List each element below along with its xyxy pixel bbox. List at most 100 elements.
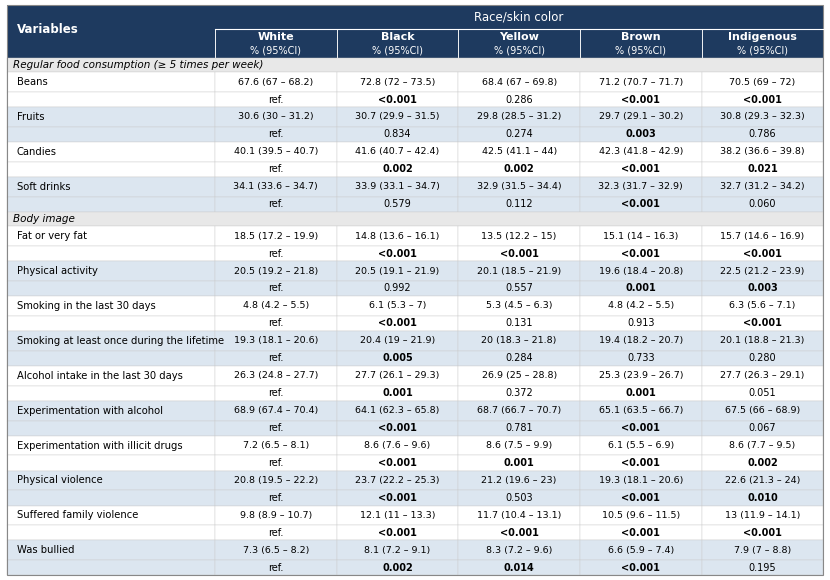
Bar [701,560,823,575]
Bar [701,197,823,212]
Bar [580,177,701,197]
Text: <0.001: <0.001 [378,318,417,328]
Bar [458,226,580,246]
Bar [337,197,458,212]
Text: <0.001: <0.001 [622,493,660,503]
Bar [580,197,701,212]
Text: <0.001: <0.001 [378,528,417,538]
Bar [458,506,580,525]
Text: 0.195: 0.195 [749,563,776,573]
Bar [701,72,823,92]
Bar [701,92,823,107]
Text: <0.001: <0.001 [622,200,660,209]
Bar [580,72,701,92]
Text: 20.4 (19 – 21.9): 20.4 (19 – 21.9) [360,336,435,345]
Bar [701,127,823,142]
Text: 68.9 (67.4 – 70.4): 68.9 (67.4 – 70.4) [233,406,318,415]
Bar [7,420,215,436]
Bar [580,316,701,331]
Bar [7,525,215,541]
Text: <0.001: <0.001 [500,528,539,538]
Bar [458,296,580,316]
Text: 0.010: 0.010 [747,493,778,503]
Text: <0.001: <0.001 [378,95,417,104]
Bar [337,401,458,420]
Bar [458,455,580,470]
Text: 0.786: 0.786 [749,129,776,139]
Bar [7,5,215,58]
Bar [580,142,701,162]
Bar [215,455,337,470]
Text: ref.: ref. [268,164,283,175]
Bar [215,366,337,386]
Bar [458,177,580,197]
Text: 0.021: 0.021 [747,164,778,175]
Bar [7,127,215,142]
Text: <0.001: <0.001 [743,318,782,328]
Text: 72.8 (72 – 73.5): 72.8 (72 – 73.5) [359,78,435,86]
Text: 29.7 (29.1 – 30.2): 29.7 (29.1 – 30.2) [598,113,683,121]
Text: Regular food consumption (≥ 5 times per week): Regular food consumption (≥ 5 times per … [13,60,264,70]
Text: 19.4 (18.2 – 20.7): 19.4 (18.2 – 20.7) [598,336,683,345]
Text: Race/skin color: Race/skin color [475,10,564,23]
Bar [580,107,701,127]
Bar [215,226,337,246]
Bar [458,401,580,420]
Text: 67.5 (66 – 68.9): 67.5 (66 – 68.9) [725,406,800,415]
Bar [580,490,701,506]
Text: % (95%CI): % (95%CI) [615,46,666,56]
Bar [7,197,215,212]
Bar [701,401,823,420]
Text: <0.001: <0.001 [622,458,660,468]
Text: 0.280: 0.280 [749,353,776,363]
Text: 70.5 (69 – 72): 70.5 (69 – 72) [730,78,796,86]
Text: 27.7 (26.1 – 29.3): 27.7 (26.1 – 29.3) [355,371,440,380]
Bar [7,92,215,107]
Bar [7,316,215,331]
Bar [337,506,458,525]
Bar [701,296,823,316]
Bar [215,331,337,351]
Bar [701,525,823,541]
Bar [7,541,215,560]
Bar [7,560,215,575]
Text: 0.060: 0.060 [749,200,776,209]
Bar [458,261,580,281]
Text: Brown: Brown [621,32,661,42]
Bar [458,72,580,92]
Text: 0.834: 0.834 [383,129,411,139]
Text: 20.1 (18.5 – 21.9): 20.1 (18.5 – 21.9) [477,267,561,276]
Bar [458,142,580,162]
Bar [215,351,337,366]
Text: 67.6 (67 – 68.2): 67.6 (67 – 68.2) [238,78,314,86]
Text: <0.001: <0.001 [622,249,660,259]
Text: 7.9 (7 – 8.8): 7.9 (7 – 8.8) [734,546,791,555]
Text: 6.1 (5.5 – 6.9): 6.1 (5.5 – 6.9) [608,441,674,450]
Text: 0.005: 0.005 [382,353,413,363]
Text: <0.001: <0.001 [378,249,417,259]
Text: Yellow: Yellow [499,32,539,42]
Bar [215,296,337,316]
Text: 32.3 (31.7 – 32.9): 32.3 (31.7 – 32.9) [598,182,683,191]
Text: <0.001: <0.001 [500,249,539,259]
Text: 20.5 (19.2 – 21.8): 20.5 (19.2 – 21.8) [233,267,318,276]
Text: 0.284: 0.284 [505,353,533,363]
Text: Experimentation with alcohol: Experimentation with alcohol [17,405,163,416]
Text: ref.: ref. [268,528,283,538]
Bar [337,261,458,281]
Text: Suffered family violence: Suffered family violence [17,510,138,520]
Bar [7,142,215,162]
Text: 32.7 (31.2 – 34.2): 32.7 (31.2 – 34.2) [720,182,805,191]
Bar [215,436,337,455]
Bar [701,436,823,455]
Bar [215,470,337,490]
Bar [215,560,337,575]
Text: ref.: ref. [268,353,283,363]
Bar [337,296,458,316]
Bar [337,490,458,506]
Text: 0.003: 0.003 [747,284,778,293]
Text: 20.5 (19.1 – 21.9): 20.5 (19.1 – 21.9) [355,267,440,276]
Text: 0.992: 0.992 [383,284,411,293]
Bar [215,72,337,92]
Bar [458,560,580,575]
